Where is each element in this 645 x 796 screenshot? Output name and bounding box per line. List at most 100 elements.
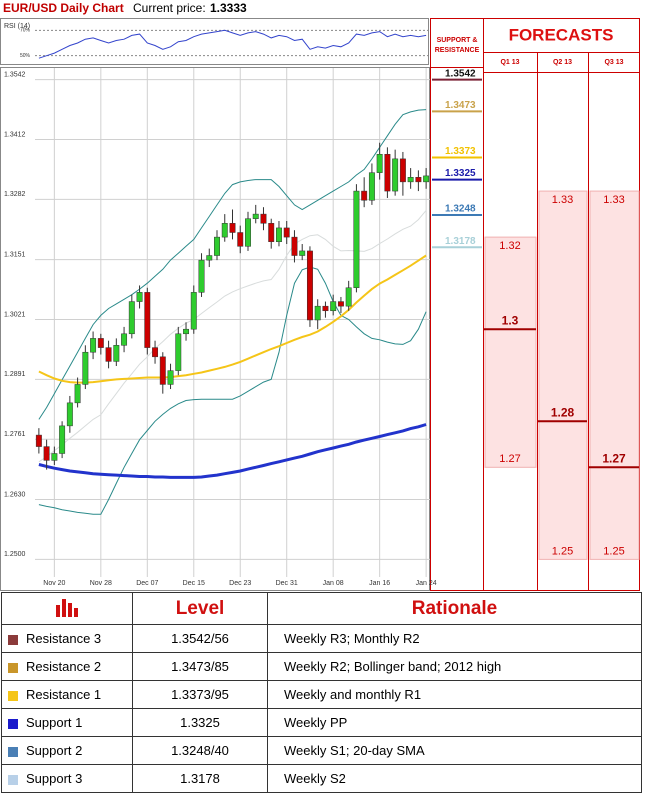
level-name: Support 3 — [26, 771, 83, 786]
candle-body — [105, 347, 112, 362]
level-swatch — [8, 718, 18, 729]
table-row: Support 2 1.3248/40 Weekly S1; 20-day SMA — [1, 736, 642, 765]
level-value: 1.3373/95 — [132, 680, 268, 709]
level-value: 1.3248/40 — [132, 736, 268, 765]
y-tick-label: 1.2630 — [4, 491, 26, 498]
indicator-line — [38, 210, 427, 463]
level-name: Support 2 — [26, 743, 83, 758]
level-rationale: Weekly R3; Monthly R2 — [267, 624, 642, 653]
level-label: 1.3325 — [445, 168, 476, 179]
candle-body — [159, 356, 166, 385]
candle-body — [43, 446, 50, 461]
candle-body — [214, 236, 220, 256]
chart: EUR/USD Daily Chart Current price: 1.333… — [0, 1, 640, 591]
candle-body — [368, 172, 375, 201]
candle-body — [66, 402, 73, 427]
candle-body — [299, 250, 306, 256]
candle-body — [291, 236, 298, 256]
rsi-tick-label: 70% — [20, 28, 31, 34]
price-label: Current price: — [133, 1, 206, 15]
level-label: 1.3373 — [445, 146, 476, 157]
x-tick-label: Jan 16 — [369, 580, 390, 587]
candle-body — [415, 177, 422, 183]
level-value: 1.3473/85 — [132, 652, 268, 681]
indicator-line — [38, 254, 427, 384]
candle-body — [221, 223, 228, 238]
candle-body — [35, 434, 42, 447]
candle-body — [51, 453, 58, 461]
candle-body — [144, 292, 151, 348]
candle-body — [206, 255, 213, 261]
candle-body — [384, 153, 391, 192]
forecast-col-label: Q2 13 — [553, 59, 572, 66]
rsi-frame — [0, 18, 429, 65]
rsi-line — [38, 29, 427, 59]
candle-body — [423, 175, 430, 183]
y-tick-label: 1.3542 — [4, 72, 26, 79]
forecast-mid-label: 1.27 — [602, 451, 626, 465]
candle-body — [407, 177, 414, 183]
y-tick-label: 1.2891 — [4, 371, 26, 378]
level-swatch — [8, 774, 18, 785]
candle-body — [276, 227, 282, 242]
candle-body — [198, 259, 205, 293]
candle-body — [136, 292, 143, 302]
levels-header: RESISTANCE — [435, 47, 480, 54]
x-tick-label: Nov 20 — [43, 580, 65, 587]
candle-body — [337, 301, 344, 307]
table-header-cell: Rationale — [267, 592, 642, 625]
x-tick-label: Jan 24 — [416, 580, 437, 587]
forecast-high-label: 1.32 — [499, 240, 520, 252]
forecast-mid-label: 1.3 — [502, 313, 519, 327]
candle-body — [268, 223, 275, 242]
chart-title: EUR/USD Daily Chart — [3, 1, 124, 15]
level-name-cell: Resistance 3 — [1, 624, 133, 653]
y-tick-label: 1.2500 — [4, 551, 26, 558]
candle-body — [175, 333, 182, 371]
forecast-range — [484, 236, 537, 468]
candle-body — [283, 227, 290, 238]
table-row: Resistance 3 1.3542/56 Weekly R3; Monthly … — [1, 624, 642, 653]
x-tick-label: Dec 15 — [183, 580, 205, 587]
candle-body — [361, 190, 368, 201]
level-rationale: Weekly S2 — [267, 764, 642, 793]
forecast-range — [538, 190, 588, 560]
indicator-line — [38, 109, 427, 420]
candle-body — [306, 250, 313, 321]
candle-body — [90, 338, 97, 353]
candle-body — [128, 301, 135, 335]
candle-body — [229, 223, 236, 233]
level-label: 1.3248 — [445, 204, 476, 215]
candle-body — [353, 190, 360, 289]
level-name-cell: Resistance 1 — [1, 680, 133, 709]
forecast-mid-label: 1.28 — [551, 405, 575, 419]
forecast-high-label: 1.33 — [603, 194, 624, 206]
candle-body — [399, 158, 406, 183]
level-rationale: Weekly PP — [267, 708, 642, 737]
level-swatch — [8, 746, 18, 757]
level-name-cell: Support 1 — [1, 708, 133, 737]
forecast-title: FORECASTS — [509, 25, 614, 44]
candle-body — [121, 333, 128, 346]
candle-body — [330, 301, 337, 312]
level-name: Resistance 3 — [26, 631, 102, 646]
table-row: Resistance 1 1.3373/95 Weekly and monthly … — [1, 680, 642, 709]
level-name: Resistance 2 — [26, 659, 102, 674]
table-header-cell: Level — [132, 592, 268, 625]
level-rationale: Weekly S1; 20-day SMA — [267, 736, 642, 765]
x-tick-label: Jan 08 — [323, 580, 344, 587]
level-label: 1.3178 — [445, 236, 476, 247]
x-tick-label: Dec 23 — [229, 580, 251, 587]
level-swatch — [8, 634, 18, 645]
table-row: Support 3 1.3178 Weekly S2 — [1, 764, 642, 793]
forecast-low-label: 1.25 — [552, 545, 573, 557]
level-label: 1.3542 — [445, 68, 476, 79]
y-tick-label: 1.2761 — [4, 431, 26, 438]
levels-table: Level Rationale Resistance 3 1.3542/56 Wee… — [1, 592, 642, 793]
plot-frame — [0, 67, 430, 591]
level-label: 1.3473 — [445, 100, 476, 111]
level-value: 1.3178 — [132, 764, 268, 793]
candle-body — [97, 338, 104, 348]
candle-body — [82, 351, 89, 385]
candle-body — [392, 158, 399, 192]
